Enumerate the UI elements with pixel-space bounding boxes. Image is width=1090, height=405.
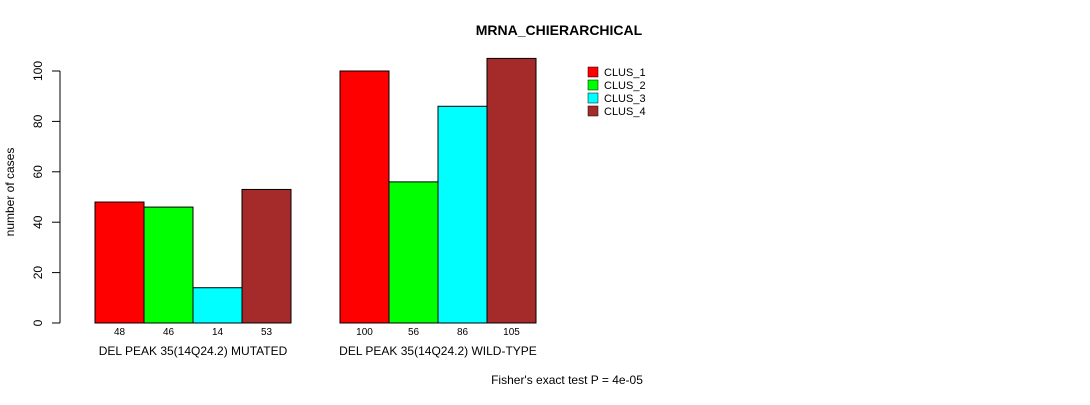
bar-value-label: 105 <box>503 327 520 338</box>
bar-clus-2 <box>143 206 194 324</box>
y-tick-label: 100 <box>31 61 45 81</box>
chart-title: MRNA_CHIERARCHICAL <box>476 22 643 38</box>
y-tick-label: 80 <box>31 114 45 128</box>
bar-value-label: 100 <box>356 327 373 338</box>
y-axis-ticks: 0 20 40 60 80 100 <box>31 61 60 326</box>
bar-value-label: 53 <box>261 327 273 338</box>
legend-label: CLUS_4 <box>604 106 646 118</box>
y-tick-label: 60 <box>31 165 45 179</box>
bar-clus-1 <box>339 70 390 324</box>
bar-value-label: 48 <box>114 327 126 338</box>
group-labels: DEL PEAK 35(14Q24.2) MUTATED DEL PEAK 35(… <box>99 344 537 358</box>
bar-value-label: 86 <box>457 327 469 338</box>
legend-swatch <box>587 66 599 78</box>
bars <box>94 57 537 324</box>
legend-swatch <box>587 105 599 117</box>
data-labels: 48 46 14 53 100 56 86 105 <box>114 327 520 338</box>
fisher-test-footnote: Fisher's exact test P = 4e-05 <box>491 373 643 387</box>
bar-clus-3 <box>192 287 243 324</box>
legend-label: CLUS_2 <box>604 80 646 92</box>
bar-value-label: 14 <box>212 327 224 338</box>
bar-clus-2 <box>388 181 439 324</box>
legend-swatch <box>587 79 599 91</box>
group-label: DEL PEAK 35(14Q24.2) MUTATED <box>99 344 288 358</box>
legend-label: CLUS_1 <box>604 67 646 79</box>
y-tick-label: 40 <box>31 215 45 229</box>
bar-clus-3 <box>437 105 488 324</box>
bar-clus-1 <box>94 201 145 324</box>
bar-value-label: 56 <box>408 327 420 338</box>
legend-swatch <box>587 92 599 104</box>
bar-value-label: 46 <box>163 327 175 338</box>
legend-label: CLUS_3 <box>604 93 646 105</box>
bar-clus-4 <box>241 188 292 324</box>
y-tick-label: 20 <box>31 266 45 280</box>
group-label: DEL PEAK 35(14Q24.2) WILD-TYPE <box>339 344 537 358</box>
bar-clus-4 <box>486 57 537 324</box>
y-tick-label: 0 <box>31 319 45 326</box>
y-axis-label: number of cases <box>3 148 17 237</box>
